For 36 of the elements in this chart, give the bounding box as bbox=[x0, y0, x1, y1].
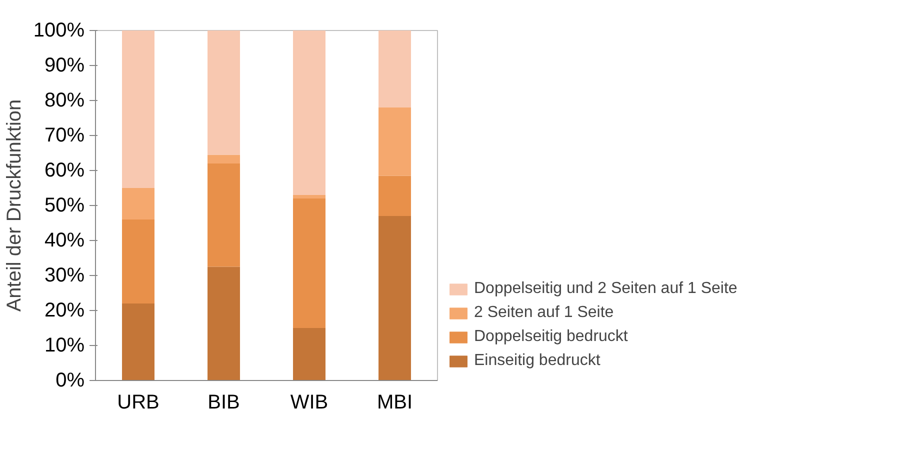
bar bbox=[208, 164, 240, 267]
x-tick-label: MBI bbox=[376, 392, 413, 414]
y-tick-label: 0% bbox=[56, 370, 85, 392]
y-tick-label: 100% bbox=[33, 20, 85, 42]
x-tick-label: URB bbox=[117, 392, 160, 414]
bar bbox=[208, 154, 240, 164]
bar bbox=[378, 108, 411, 176]
bar bbox=[208, 266, 240, 380]
y-tick-label: 60% bbox=[44, 160, 85, 182]
bar bbox=[122, 304, 154, 380]
y-tick-label: 70% bbox=[44, 124, 85, 146]
bar bbox=[378, 30, 411, 108]
y-tick-label: 80% bbox=[44, 90, 85, 112]
y-tick-label: 20% bbox=[44, 300, 85, 322]
x-tick-label: WIB bbox=[290, 392, 328, 414]
y-axis-title: Anteil der Druckfunktion bbox=[3, 99, 26, 312]
bar bbox=[293, 198, 326, 328]
y-tick-label: 10% bbox=[44, 334, 85, 356]
y-tick-label: 30% bbox=[44, 264, 85, 286]
bar bbox=[122, 220, 154, 304]
legend-label: 2 Seiten auf 1 Seite bbox=[474, 304, 614, 322]
y-tick-label: 40% bbox=[44, 230, 85, 252]
bar bbox=[378, 176, 411, 216]
y-tick-label: 50% bbox=[44, 194, 85, 216]
bar bbox=[208, 30, 240, 155]
bar bbox=[293, 30, 326, 195]
bar bbox=[122, 188, 154, 220]
bar bbox=[293, 195, 326, 198]
bar bbox=[293, 328, 326, 380]
bar bbox=[378, 216, 411, 380]
y-tick-label: 90% bbox=[44, 54, 85, 76]
x-tick-label: BIB bbox=[208, 392, 240, 414]
bar bbox=[122, 30, 154, 188]
legend-label: Doppelseitig und 2 Seiten auf 1 Seite bbox=[474, 280, 738, 298]
legend-label: Einseitig bedruckt bbox=[474, 352, 600, 370]
legend-label: Doppelseitig bedruckt bbox=[474, 328, 628, 346]
